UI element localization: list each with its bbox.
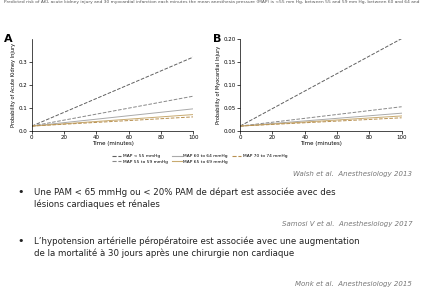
X-axis label: Time (minutes): Time (minutes) [300,141,342,146]
Y-axis label: Probability of Acute Kidney Injury: Probability of Acute Kidney Injury [11,42,16,127]
X-axis label: Time (minutes): Time (minutes) [92,141,133,146]
Text: Monk et al.  Anesthesiology 2015: Monk et al. Anesthesiology 2015 [295,281,412,287]
Text: Samosi V et al.  Anesthesiology 2017: Samosi V et al. Anesthesiology 2017 [282,221,412,228]
Text: L’hypotension artérielle péropératoire est associée avec une augmentation
de la : L’hypotension artérielle péropératoire e… [34,236,360,258]
Text: Predicted risk of AKI, acute kidney injury and 30 myocardial infarction each min: Predicted risk of AKI, acute kidney inju… [4,0,425,4]
Legend: MAP < 55 mmHg, MAP 55 to 59 mmHg, MAP 60 to 64 mmHg, MAP 65 to 69 mmHg, MAP 70 t: MAP < 55 mmHg, MAP 55 to 59 mmHg, MAP 60… [110,152,289,166]
Y-axis label: Probability of Myocardial Injury: Probability of Myocardial Injury [216,45,221,124]
Text: Une PAM < 65 mmHg ou < 20% PAM de départ est associée avec des
lésions cardiaque: Une PAM < 65 mmHg ou < 20% PAM de départ… [34,187,336,209]
Text: B: B [212,34,221,44]
Text: •: • [17,236,23,246]
Text: •: • [17,187,23,197]
Text: Walsh et al.  Anesthesiology 2013: Walsh et al. Anesthesiology 2013 [293,171,412,177]
Text: A: A [4,34,13,44]
